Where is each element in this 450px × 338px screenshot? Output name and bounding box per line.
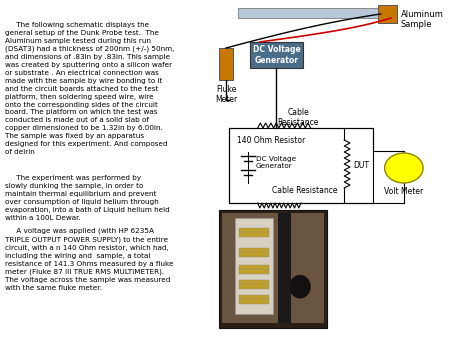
Text: The experiment was performed by
slowly dunking the sample, in order to
maintain : The experiment was performed by slowly d…	[5, 175, 170, 220]
Bar	[235, 218, 273, 314]
Bar	[279, 213, 292, 323]
Text: The following schematic displays the
general setup of the Dunk Probe test.  The
: The following schematic displays the gen…	[5, 22, 174, 155]
Text: Cable
Resistance: Cable Resistance	[277, 108, 319, 127]
Text: Cable Resistance: Cable Resistance	[272, 186, 338, 195]
Bar	[219, 48, 233, 80]
Bar	[229, 128, 373, 203]
Text: DC Voltage
Generator: DC Voltage Generator	[256, 156, 296, 169]
Bar	[238, 248, 269, 257]
Ellipse shape	[289, 275, 311, 298]
Bar	[219, 210, 327, 328]
Bar	[238, 265, 269, 274]
Bar	[238, 295, 269, 304]
Text: DC Voltage
Generator: DC Voltage Generator	[252, 45, 300, 65]
Text: DUT: DUT	[353, 161, 369, 169]
Text: Volt Meter: Volt Meter	[384, 187, 423, 196]
Bar	[222, 213, 324, 323]
Text: Aluminum
Sample: Aluminum Sample	[401, 10, 444, 29]
Text: 140 Ohm Resistor: 140 Ohm Resistor	[237, 136, 305, 145]
Bar	[238, 8, 392, 18]
Bar	[250, 42, 303, 68]
Bar	[378, 5, 397, 23]
Bar	[238, 228, 269, 237]
Ellipse shape	[385, 153, 423, 183]
Bar	[238, 280, 269, 289]
Text: Fluke
Meter: Fluke Meter	[215, 85, 237, 104]
Text: A voltage was applied (with HP 6235A
TRIPLE OUTPUT POWER SUPPLY) to the entire
c: A voltage was applied (with HP 6235A TRI…	[5, 228, 173, 291]
